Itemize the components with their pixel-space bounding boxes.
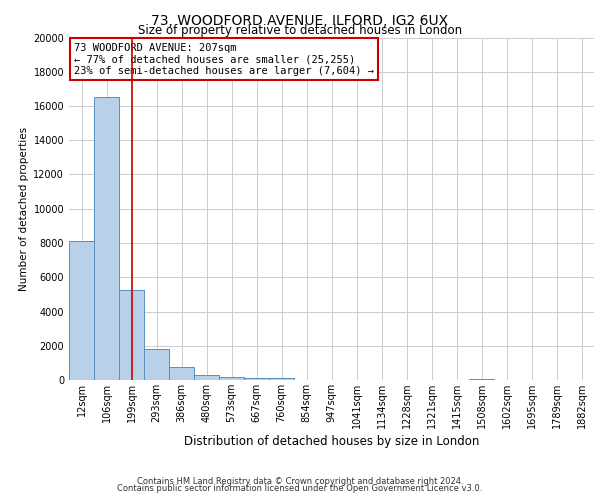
Bar xyxy=(144,349,169,380)
Bar xyxy=(469,378,494,380)
Bar xyxy=(194,375,219,380)
Y-axis label: Number of detached properties: Number of detached properties xyxy=(19,126,29,291)
Text: Contains HM Land Registry data © Crown copyright and database right 2024.: Contains HM Land Registry data © Crown c… xyxy=(137,477,463,486)
Bar xyxy=(119,290,144,380)
Bar xyxy=(219,376,244,380)
Text: 73, WOODFORD AVENUE, ILFORD, IG2 6UX: 73, WOODFORD AVENUE, ILFORD, IG2 6UX xyxy=(151,14,449,28)
Text: Contains public sector information licensed under the Open Government Licence v3: Contains public sector information licen… xyxy=(118,484,482,493)
X-axis label: Distribution of detached houses by size in London: Distribution of detached houses by size … xyxy=(184,435,479,448)
Text: 73 WOODFORD AVENUE: 207sqm
← 77% of detached houses are smaller (25,255)
23% of : 73 WOODFORD AVENUE: 207sqm ← 77% of deta… xyxy=(74,42,374,76)
Bar xyxy=(244,378,269,380)
Bar xyxy=(269,378,294,380)
Bar xyxy=(94,98,119,380)
Bar xyxy=(169,367,194,380)
Bar xyxy=(69,242,94,380)
Text: Size of property relative to detached houses in London: Size of property relative to detached ho… xyxy=(138,24,462,37)
